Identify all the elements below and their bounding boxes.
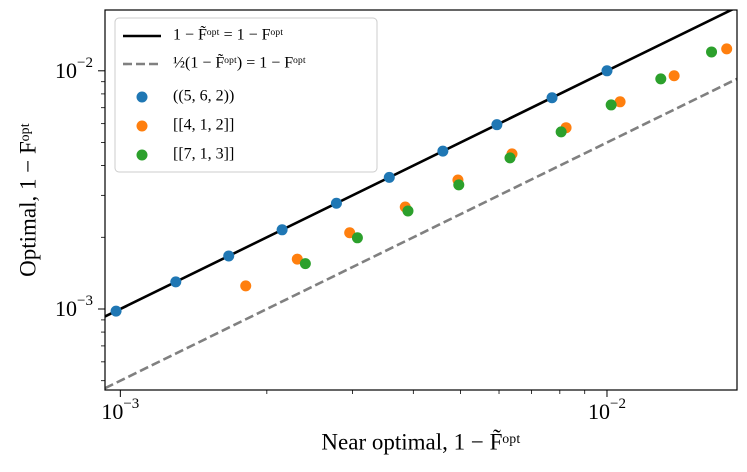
point	[110, 305, 122, 317]
legend-label: [[7, 1, 3]]	[173, 146, 234, 163]
point	[706, 46, 718, 58]
legend-label: 1 − F̃ᵒᵖᵗ = 1 − Fᵒᵖᵗ	[173, 26, 283, 44]
tick-base: 10	[55, 58, 77, 83]
point	[601, 65, 613, 77]
legend-box	[114, 17, 378, 173]
point	[240, 280, 252, 292]
point	[555, 126, 567, 138]
point	[453, 179, 465, 191]
legend-swatch	[136, 91, 148, 103]
point	[299, 258, 311, 270]
point	[491, 119, 503, 131]
point	[614, 96, 626, 108]
x-tick-label: 10−3	[101, 396, 139, 424]
tick-base: 10	[55, 296, 77, 321]
point	[546, 92, 558, 104]
legend-swatch	[136, 120, 148, 132]
y-axis-label: Optimal, 1 − Fᵒᵖᵗ	[15, 122, 40, 276]
tick-exponent: −2	[77, 55, 93, 71]
point	[170, 276, 182, 288]
tick-exponent: −3	[123, 396, 139, 412]
plot-frame	[104, 9, 738, 391]
point	[655, 73, 667, 85]
x-tick-label: 10−2	[588, 396, 626, 424]
point	[383, 171, 395, 183]
point	[605, 99, 617, 111]
y-tick-label: 10−3	[55, 293, 93, 321]
point	[402, 205, 414, 217]
point	[291, 253, 303, 265]
tick-base: 10	[101, 399, 123, 424]
legend-label: ½(1 − F̃ᵒᵖᵗ) = 1 − Fᵒᵖᵗ	[173, 54, 306, 72]
reference-line	[105, 10, 735, 318]
y-tick-label: 10−2	[55, 55, 93, 83]
plot-area	[105, 10, 737, 390]
tick-base: 10	[588, 399, 610, 424]
point	[276, 224, 288, 236]
point	[721, 43, 733, 55]
point	[504, 152, 516, 164]
tick-exponent: −3	[77, 293, 93, 309]
x-axis-label: Near optimal, 1 − F̃ᵒᵖᵗ	[321, 428, 521, 455]
point	[223, 250, 235, 262]
point	[437, 145, 449, 157]
legend-swatch	[136, 149, 148, 161]
point	[330, 197, 342, 209]
legend-label: [[4, 1, 2]]	[173, 117, 234, 134]
legend-label: ((5, 6, 2))	[173, 88, 234, 105]
point	[668, 70, 680, 82]
point	[351, 232, 363, 244]
reference-line	[105, 77, 737, 390]
tick-exponent: −2	[610, 396, 626, 412]
